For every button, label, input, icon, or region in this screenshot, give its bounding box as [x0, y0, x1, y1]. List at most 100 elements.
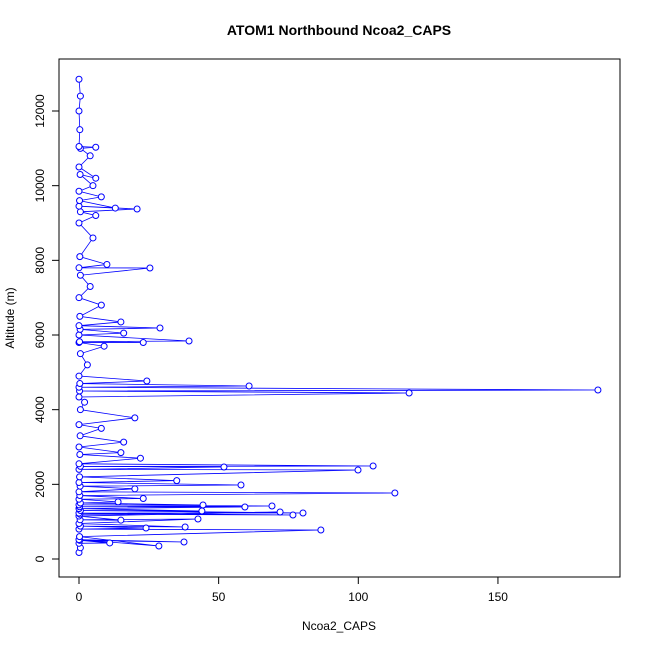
y-tick-label: 4000: [33, 396, 47, 423]
data-point: [97, 424, 105, 432]
data-point: [391, 489, 399, 497]
data-point: [117, 516, 125, 524]
data-point: [75, 488, 83, 496]
data-point: [76, 197, 84, 205]
data-point: [75, 331, 83, 339]
data-point: [120, 438, 128, 446]
data-point: [185, 337, 193, 345]
data-point: [369, 462, 377, 470]
data-point: [75, 393, 83, 401]
data-point: [100, 342, 108, 350]
data-point: [76, 92, 84, 100]
data-point: [75, 202, 83, 210]
data-point: [114, 498, 122, 506]
data-point: [155, 542, 163, 550]
data-point: [75, 219, 83, 227]
data-point: [405, 389, 413, 397]
data-point: [136, 454, 144, 462]
y-tick-label: 6000: [33, 321, 47, 348]
data-point: [198, 507, 206, 515]
data-point: [117, 449, 125, 457]
data-point: [268, 502, 276, 510]
x-tick-label: 100: [348, 590, 368, 604]
x-tick-label: 50: [212, 590, 226, 604]
data-point: [299, 509, 307, 517]
data-point: [220, 463, 228, 471]
data-point: [194, 515, 202, 523]
data-point: [276, 508, 284, 516]
data-point: [89, 182, 97, 190]
data-point: [76, 406, 84, 414]
data-point: [76, 450, 84, 458]
data-point: [76, 271, 84, 279]
data-point: [139, 495, 147, 503]
data-point: [354, 466, 362, 474]
data-point: [75, 75, 83, 83]
data-point: [180, 538, 188, 546]
x-axis-label: Ncoa2_CAPS: [302, 619, 376, 633]
data-point: [75, 443, 83, 451]
y-tick-label: 2000: [33, 471, 47, 498]
data-point: [289, 511, 297, 519]
data-point: [156, 324, 164, 332]
data-point: [92, 174, 100, 182]
y-tick-label: 10000: [33, 169, 47, 203]
data-point: [76, 380, 84, 388]
data-point: [117, 318, 125, 326]
chart-title: ATOM1 Northbound Ncoa2_CAPS: [227, 22, 451, 38]
x-tick-label: 0: [76, 590, 83, 604]
data-point: [92, 143, 100, 151]
data-point: [92, 212, 100, 220]
data-point: [133, 205, 141, 213]
data-point: [75, 294, 83, 302]
data-point: [106, 539, 114, 547]
data-point: [75, 163, 83, 171]
data-point: [76, 170, 84, 178]
y-tick-label: 0: [33, 555, 47, 562]
data-point: [76, 312, 84, 320]
data-point: [76, 253, 84, 261]
data-point: [81, 398, 89, 406]
data-point: [75, 460, 83, 468]
data-point: [75, 322, 83, 330]
data-point: [245, 382, 253, 390]
data-point: [76, 126, 84, 134]
data-point: [111, 204, 119, 212]
data-point: [181, 523, 189, 531]
data-point: [76, 533, 84, 541]
data-point: [76, 350, 84, 358]
data-point: [97, 301, 105, 309]
data-point: [75, 142, 83, 150]
data-point: [237, 481, 245, 489]
data-point: [199, 501, 207, 509]
data-point: [76, 432, 84, 440]
data-point: [139, 338, 147, 346]
data-point: [142, 524, 150, 532]
data-point: [173, 477, 181, 485]
data-point: [143, 377, 151, 385]
data-point: [76, 208, 84, 216]
data-point: [75, 372, 83, 380]
data-point: [86, 152, 94, 160]
data-point: [76, 338, 84, 346]
data-point: [89, 234, 97, 242]
data-point: [131, 414, 139, 422]
data-point: [76, 473, 84, 481]
data-point: [146, 264, 154, 272]
y-tick-label: 8000: [33, 247, 47, 274]
data-point: [97, 193, 105, 201]
data-point: [75, 264, 83, 272]
data-point: [75, 478, 83, 486]
data-point: [86, 282, 94, 290]
data-point: [120, 329, 128, 337]
data-point: [594, 386, 602, 394]
y-axis-label: Altitude (m): [3, 287, 17, 348]
data-point: [75, 107, 83, 115]
y-tick-label: 12000: [33, 94, 47, 128]
x-tick-label: 150: [488, 590, 508, 604]
data-point: [75, 187, 83, 195]
data-point: [317, 526, 325, 534]
data-point: [103, 260, 111, 268]
